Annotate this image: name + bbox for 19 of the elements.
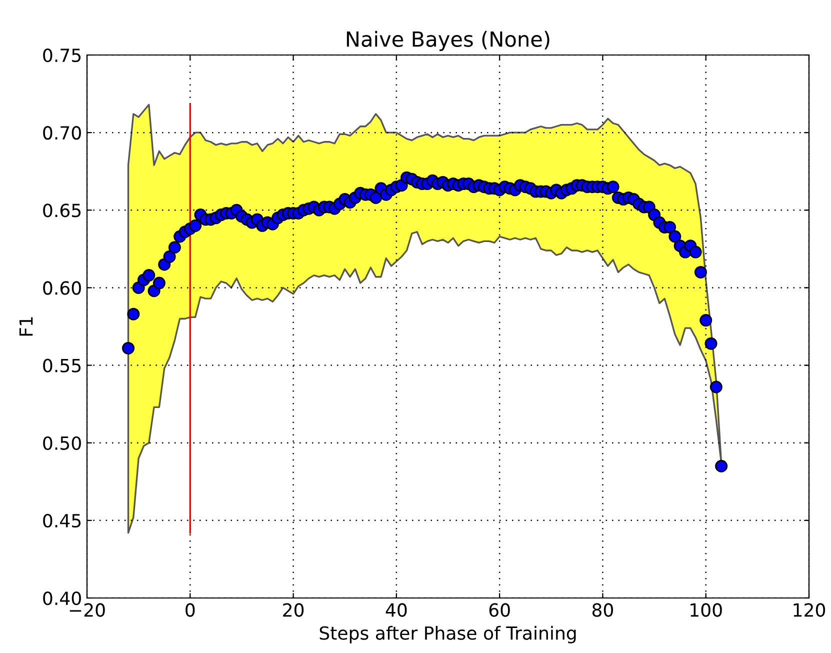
x-tick-label: −20 — [70, 603, 105, 617]
x-tick-label: 20 — [283, 603, 304, 617]
y-tick-label: 0.60 — [43, 281, 81, 295]
y-tick-label: 0.40 — [43, 591, 81, 606]
y-tick-label: 0.70 — [43, 126, 81, 140]
y-tick-label: 0.45 — [43, 514, 81, 528]
y-tick-label: 0.65 — [43, 204, 81, 218]
x-tick-label: 80 — [592, 603, 614, 617]
y-tick-label: 0.75 — [43, 48, 81, 62]
y-tick-label: 0.55 — [43, 358, 81, 372]
y-axis-title: F1 — [19, 317, 33, 336]
x-tick-label: 40 — [386, 603, 407, 617]
y-tick-label: 0.50 — [43, 436, 81, 450]
chart-title: Naive Bayes (None) — [346, 30, 550, 51]
x-tick-label: 120 — [794, 603, 826, 617]
x-tick-label: 60 — [489, 603, 510, 617]
x-tick-label: 0 — [186, 603, 195, 617]
x-tick-label: 100 — [690, 603, 722, 617]
x-axis-title: Steps after Phase of Training — [320, 626, 576, 644]
